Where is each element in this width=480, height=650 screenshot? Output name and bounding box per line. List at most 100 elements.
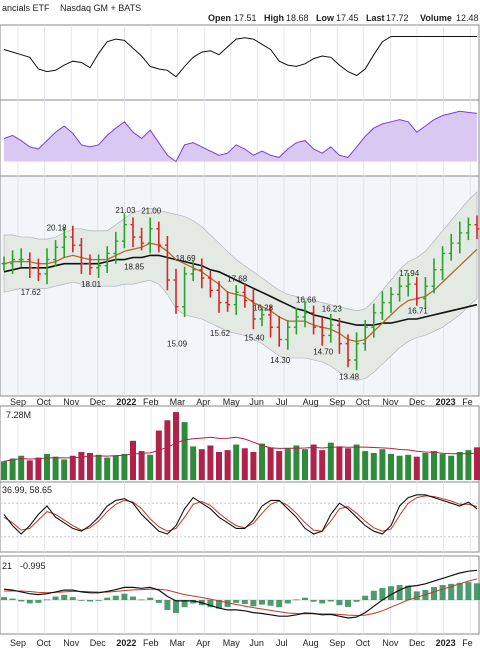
time-axis-label: Nov <box>382 638 399 648</box>
time-axis-label: 2023 <box>436 397 456 407</box>
volume-bar <box>448 455 455 480</box>
price-candle <box>440 246 446 281</box>
time-axis-label: May <box>223 397 241 407</box>
volume-bar <box>267 447 274 480</box>
stochastic-k-line <box>3 494 478 535</box>
time-axis-label: Mar <box>170 638 186 648</box>
time-axis-label: Sep <box>10 397 26 407</box>
time-axis-label: Jul <box>276 397 288 407</box>
macd-histogram-bar <box>396 585 403 600</box>
price-annotation: 16.66 <box>296 295 317 304</box>
price-candle <box>448 233 454 261</box>
volume-bar <box>44 453 50 480</box>
price-candle <box>104 246 110 273</box>
macd-histogram-bar <box>319 600 326 604</box>
time-axis-label: Jun <box>249 397 264 407</box>
volume-bar <box>155 430 162 480</box>
macd-histogram-bar <box>259 600 265 605</box>
time-axis-label: Dec <box>409 638 426 648</box>
time-axis-label: Oct <box>356 638 371 648</box>
time-axis-label: Jul <box>276 638 288 648</box>
macd-value-left: 21 <box>2 561 12 571</box>
time-axis-label: Aug <box>303 638 319 648</box>
macd-histogram-bar <box>112 595 119 600</box>
price-candle <box>173 268 179 314</box>
price-candle <box>96 254 102 278</box>
time-axis-label: 2023 <box>436 638 456 648</box>
volume-bar <box>293 445 300 480</box>
price-candle <box>276 315 282 347</box>
time-axis-label: Fe <box>462 638 473 648</box>
time-axis-label: Oct <box>356 397 371 407</box>
macd-histogram-bar <box>276 600 283 608</box>
macd-histogram-bar <box>439 585 446 600</box>
price-annotation: 17.62 <box>21 288 42 297</box>
volume-label: Volume <box>420 13 452 23</box>
time-axis-label: Apr <box>196 638 210 648</box>
volume-bar <box>353 444 360 480</box>
volume-bar <box>35 457 42 480</box>
price-annotation: 13.48 <box>339 373 360 382</box>
volume-bar <box>276 451 283 480</box>
price-candle <box>465 217 471 241</box>
macd-histogram-bar <box>250 600 257 607</box>
time-axis-label: 2022 <box>116 397 136 407</box>
volume-bar <box>147 454 154 480</box>
price-candle <box>457 221 463 254</box>
stochastic-values-label: 36.99, 58.65 <box>2 485 52 495</box>
price-annotation: 18.85 <box>124 263 145 272</box>
price-candle <box>121 213 127 249</box>
price-candle <box>336 317 342 354</box>
price-candle <box>147 217 153 254</box>
volume-bar <box>284 448 291 480</box>
time-axis-label: 2022 <box>116 638 136 648</box>
exchange-label: Nasdaq GM + BATS <box>60 3 141 13</box>
price-candle <box>70 225 76 253</box>
volume-bar <box>319 450 326 480</box>
volume-bar <box>164 420 171 480</box>
volume-bar <box>207 445 214 480</box>
macd-histogram-bar <box>181 600 188 608</box>
volume-bar <box>181 422 188 480</box>
bollinger-band <box>3 191 478 381</box>
macd-series <box>0 569 480 619</box>
volume-bar <box>388 453 394 480</box>
volume-bar <box>112 455 119 480</box>
time-axis-label: Sep <box>329 397 345 407</box>
macd-histogram-bar <box>336 600 343 606</box>
open-label: Open <box>208 13 231 23</box>
volume-bar <box>250 452 257 480</box>
macd-histogram-bar <box>207 600 214 608</box>
macd-histogram-bar <box>241 600 248 605</box>
time-axis-label: Oct <box>37 638 52 648</box>
volume-bar <box>465 450 472 480</box>
volume-bar <box>138 451 145 480</box>
volume-bar <box>405 454 412 480</box>
price-candle <box>44 248 50 285</box>
volume-value: 12.48 <box>456 13 479 23</box>
price-candle <box>302 301 308 328</box>
time-axis-label: Mar <box>170 397 186 407</box>
price-candle <box>362 320 368 351</box>
high-value: 18.68 <box>286 13 309 23</box>
price-candle <box>293 307 299 335</box>
volume-bar <box>69 455 76 480</box>
macd-histogram-bar <box>44 599 50 601</box>
volume-bar <box>422 452 429 480</box>
volume-bar <box>302 449 308 480</box>
time-axis-label: Nov <box>63 397 80 407</box>
price-candle <box>431 258 437 294</box>
price-candle <box>35 258 41 282</box>
price-candle <box>199 258 205 289</box>
macd-histogram-bar <box>474 583 480 600</box>
price-candle <box>397 276 403 302</box>
macd-histogram-bar <box>164 600 171 611</box>
price-candle <box>405 272 411 297</box>
volume-bars <box>1 412 480 480</box>
stochastic-series <box>0 494 479 538</box>
stochastic-panel <box>0 481 480 553</box>
volume-bar <box>439 453 446 480</box>
price-annotation: 15.09 <box>167 340 188 349</box>
price-candle <box>250 289 256 330</box>
